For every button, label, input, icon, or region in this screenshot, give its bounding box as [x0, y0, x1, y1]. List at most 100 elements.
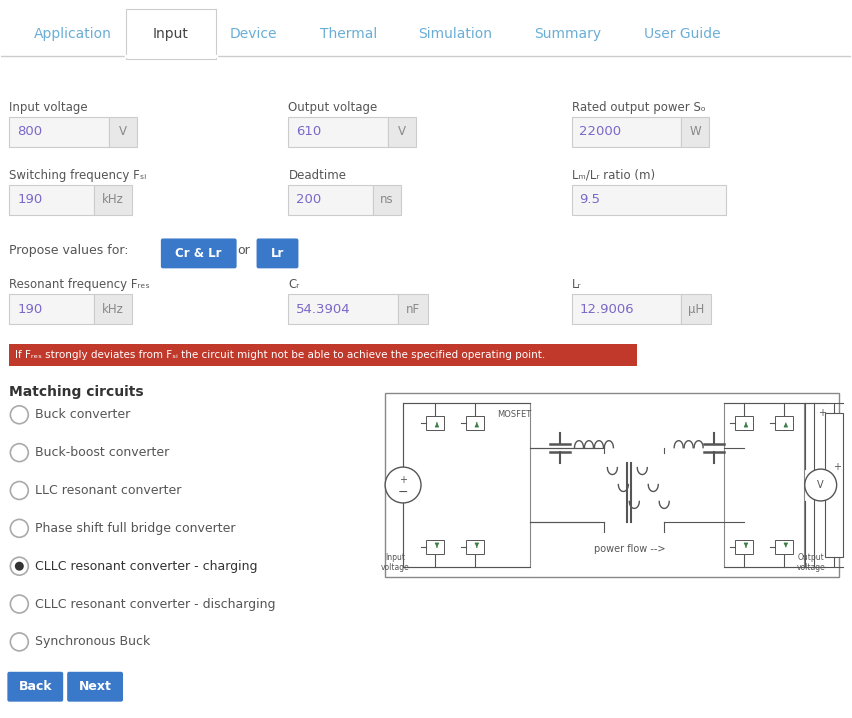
FancyBboxPatch shape — [126, 9, 216, 59]
FancyBboxPatch shape — [572, 185, 726, 215]
Text: Summary: Summary — [534, 27, 602, 41]
Text: Application: Application — [34, 27, 112, 41]
FancyBboxPatch shape — [289, 294, 398, 324]
Circle shape — [385, 467, 421, 503]
Circle shape — [10, 519, 28, 537]
FancyBboxPatch shape — [373, 185, 401, 215]
Text: Next: Next — [78, 680, 112, 693]
Text: Cᵣ: Cᵣ — [289, 279, 300, 292]
FancyBboxPatch shape — [398, 294, 428, 324]
Text: V: V — [119, 126, 127, 139]
FancyBboxPatch shape — [9, 344, 637, 366]
Text: LLC resonant converter: LLC resonant converter — [35, 484, 181, 497]
FancyBboxPatch shape — [681, 117, 709, 146]
FancyBboxPatch shape — [9, 294, 94, 324]
FancyBboxPatch shape — [774, 541, 793, 554]
FancyBboxPatch shape — [67, 672, 123, 701]
Text: User Guide: User Guide — [644, 27, 721, 41]
Text: Input: Input — [153, 27, 189, 41]
FancyBboxPatch shape — [825, 413, 843, 557]
FancyBboxPatch shape — [572, 294, 681, 324]
Text: 610: 610 — [296, 126, 322, 139]
Text: Simulation: Simulation — [417, 27, 492, 41]
FancyBboxPatch shape — [94, 185, 132, 215]
Text: power flow -->: power flow --> — [594, 544, 665, 554]
FancyBboxPatch shape — [289, 117, 389, 146]
FancyBboxPatch shape — [426, 541, 444, 554]
Text: Resonant frequency Fᵣₑₛ: Resonant frequency Fᵣₑₛ — [9, 279, 150, 292]
Text: Back: Back — [19, 680, 52, 693]
Text: μH: μH — [688, 303, 705, 316]
Text: Input voltage: Input voltage — [9, 101, 88, 114]
Text: CLLC resonant converter - discharging: CLLC resonant converter - discharging — [35, 597, 276, 610]
Text: or: or — [237, 244, 250, 257]
Circle shape — [10, 633, 28, 651]
Text: Rated output power Sₒ: Rated output power Sₒ — [572, 101, 705, 114]
Text: 12.9006: 12.9006 — [579, 303, 634, 316]
Circle shape — [10, 595, 28, 613]
FancyBboxPatch shape — [681, 294, 711, 324]
FancyBboxPatch shape — [735, 416, 753, 430]
Text: V: V — [817, 480, 824, 490]
Text: W: W — [689, 126, 701, 139]
Text: 22000: 22000 — [579, 126, 622, 139]
Text: Output voltage: Output voltage — [289, 101, 377, 114]
Text: kHz: kHz — [102, 303, 124, 316]
Text: Thermal: Thermal — [320, 27, 377, 41]
FancyBboxPatch shape — [8, 672, 63, 701]
FancyBboxPatch shape — [403, 403, 530, 567]
FancyBboxPatch shape — [256, 238, 298, 269]
Text: 200: 200 — [296, 193, 322, 206]
Text: Cr & Lr: Cr & Lr — [176, 247, 222, 260]
Text: 9.5: 9.5 — [579, 193, 601, 206]
Circle shape — [10, 482, 28, 500]
Text: kHz: kHz — [102, 193, 124, 206]
Text: Lₘ/Lᵣ ratio (m): Lₘ/Lᵣ ratio (m) — [572, 169, 654, 182]
FancyBboxPatch shape — [466, 541, 484, 554]
Text: 190: 190 — [17, 193, 43, 206]
FancyBboxPatch shape — [735, 541, 753, 554]
FancyBboxPatch shape — [572, 117, 681, 146]
Text: Device: Device — [230, 27, 277, 41]
Text: MOSFET: MOSFET — [497, 410, 531, 419]
Text: 800: 800 — [17, 126, 43, 139]
Text: Input
voltage: Input voltage — [381, 553, 410, 572]
Text: nF: nF — [406, 303, 420, 316]
Text: Matching circuits: Matching circuits — [9, 385, 144, 399]
Text: Buck converter: Buck converter — [35, 409, 130, 421]
Text: Propose values for:: Propose values for: — [9, 244, 129, 257]
Text: Lᵣ: Lᵣ — [572, 279, 581, 292]
Text: Synchronous Buck: Synchronous Buck — [35, 635, 151, 648]
Text: −: − — [398, 485, 408, 498]
Text: 54.3904: 54.3904 — [296, 303, 351, 316]
FancyBboxPatch shape — [9, 185, 94, 215]
FancyBboxPatch shape — [426, 416, 444, 430]
Text: CLLC resonant converter - charging: CLLC resonant converter - charging — [35, 560, 258, 573]
FancyBboxPatch shape — [161, 238, 237, 269]
FancyBboxPatch shape — [94, 294, 132, 324]
FancyBboxPatch shape — [466, 416, 484, 430]
Circle shape — [14, 561, 24, 571]
Text: Output
voltage: Output voltage — [797, 553, 825, 572]
FancyBboxPatch shape — [774, 416, 793, 430]
FancyBboxPatch shape — [389, 117, 416, 146]
Text: Buck-boost converter: Buck-boost converter — [35, 446, 170, 459]
Circle shape — [10, 557, 28, 575]
Text: If Fᵣₑₛ strongly deviates from Fₛᵢ the circuit might not be able to achieve the : If Fᵣₑₛ strongly deviates from Fₛᵢ the c… — [15, 350, 545, 360]
Circle shape — [805, 469, 837, 501]
Text: +: + — [832, 462, 841, 472]
FancyBboxPatch shape — [9, 117, 109, 146]
Text: ns: ns — [380, 193, 394, 206]
Text: Switching frequency Fₛᵢ: Switching frequency Fₛᵢ — [9, 169, 147, 182]
Circle shape — [10, 444, 28, 462]
Text: +: + — [818, 408, 826, 418]
Text: Phase shift full bridge converter: Phase shift full bridge converter — [35, 522, 236, 535]
Text: V: V — [398, 126, 406, 139]
Text: +: + — [399, 475, 407, 485]
Text: Deadtime: Deadtime — [289, 169, 347, 182]
Text: 190: 190 — [17, 303, 43, 316]
Circle shape — [10, 406, 28, 424]
FancyBboxPatch shape — [385, 393, 838, 577]
FancyBboxPatch shape — [109, 117, 137, 146]
Text: Lr: Lr — [271, 247, 285, 260]
